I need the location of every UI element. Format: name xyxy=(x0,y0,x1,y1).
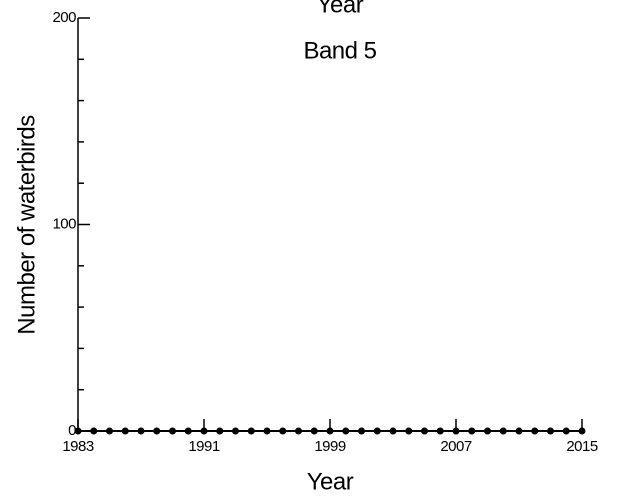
point xyxy=(547,427,554,435)
x-tick-label: 1991 xyxy=(188,438,220,455)
point xyxy=(358,427,365,435)
point xyxy=(515,427,523,435)
point xyxy=(326,427,334,435)
x-axis-label: Year xyxy=(307,468,354,495)
point xyxy=(169,427,176,435)
point xyxy=(531,427,539,435)
top-label: Year xyxy=(317,0,364,18)
y-tick-label: 200 xyxy=(52,9,76,26)
x-tick-label: 1983 xyxy=(62,438,94,455)
point xyxy=(247,427,255,435)
point xyxy=(452,427,460,435)
point xyxy=(137,427,145,435)
point xyxy=(421,427,428,435)
point xyxy=(121,427,129,435)
point xyxy=(216,427,224,435)
point xyxy=(499,427,507,435)
y-tick-label: 0 xyxy=(68,422,76,439)
y-tick-label: 100 xyxy=(52,215,76,232)
point xyxy=(90,427,98,435)
point xyxy=(263,427,271,435)
point xyxy=(295,427,302,435)
x-tick-label: 2015 xyxy=(566,438,598,455)
point xyxy=(373,427,381,435)
point xyxy=(184,427,192,435)
point xyxy=(279,427,287,435)
x-tick-label: 2007 xyxy=(440,438,472,455)
point xyxy=(578,427,586,435)
point xyxy=(310,427,318,435)
point xyxy=(389,427,397,435)
point xyxy=(436,427,444,435)
point xyxy=(106,427,113,435)
point xyxy=(232,427,239,435)
point xyxy=(153,427,161,435)
point xyxy=(74,427,82,435)
y-axis-label: Number of waterbirds xyxy=(13,115,40,335)
point xyxy=(405,427,413,435)
point xyxy=(468,427,476,435)
point xyxy=(342,427,350,435)
point xyxy=(200,427,208,435)
point xyxy=(562,427,570,435)
point xyxy=(484,427,491,435)
x-tick-label: 1999 xyxy=(314,438,346,455)
chart-title: Band 5 xyxy=(303,37,376,64)
